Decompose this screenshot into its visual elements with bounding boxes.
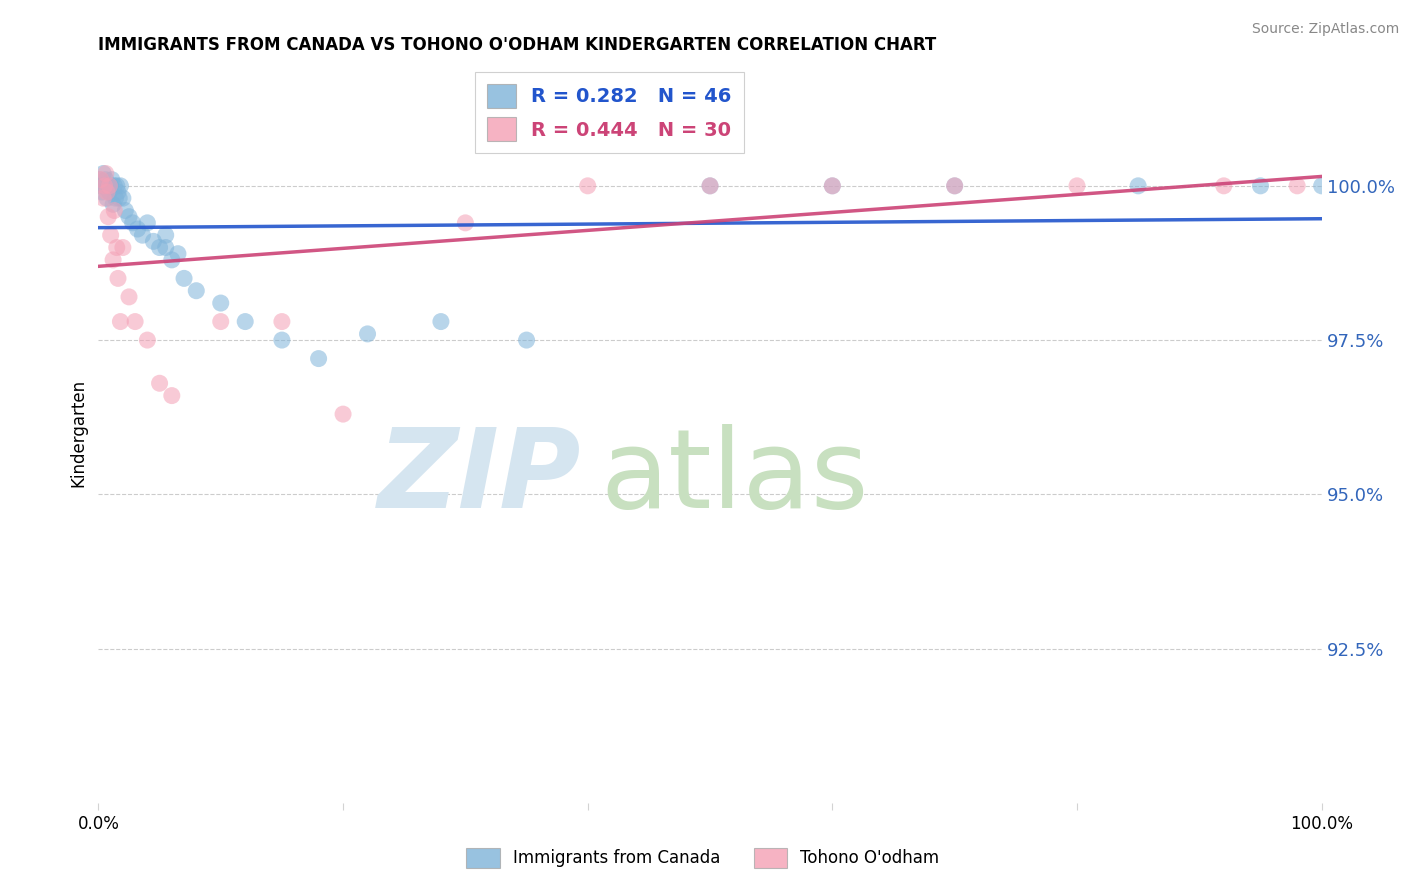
Point <box>699 178 721 193</box>
Point <box>91 167 114 181</box>
Point <box>209 296 232 310</box>
Point <box>127 222 149 236</box>
Point <box>155 228 177 243</box>
Point <box>155 241 177 255</box>
Point <box>1286 178 1309 193</box>
Point <box>308 351 330 366</box>
Point <box>131 228 153 243</box>
Point <box>270 333 294 347</box>
Point <box>91 185 114 199</box>
Point <box>160 389 183 403</box>
Point <box>100 178 122 193</box>
Point <box>1128 178 1150 193</box>
Point <box>943 178 966 193</box>
Point <box>356 326 378 341</box>
Point <box>270 315 294 329</box>
Y-axis label: Kindergarten: Kindergarten <box>69 378 87 487</box>
Point <box>430 315 453 329</box>
Point <box>96 185 118 199</box>
Point <box>118 290 141 304</box>
Point <box>149 376 172 391</box>
Point <box>101 172 124 186</box>
Point <box>1212 178 1234 193</box>
Point <box>699 178 721 193</box>
Text: IMMIGRANTS FROM CANADA VS TOHONO O'ODHAM KINDERGARTEN CORRELATION CHART: IMMIGRANTS FROM CANADA VS TOHONO O'ODHAM… <box>98 36 936 54</box>
Point <box>332 407 354 421</box>
Point <box>209 315 232 329</box>
Point <box>821 178 844 193</box>
Point <box>118 210 141 224</box>
Point <box>93 178 115 193</box>
Point <box>93 178 115 193</box>
Point <box>90 178 112 193</box>
Point <box>104 191 127 205</box>
Point <box>576 178 599 193</box>
Point <box>114 203 136 218</box>
Point <box>111 191 134 205</box>
Point <box>101 197 124 211</box>
Point <box>821 178 844 193</box>
Legend: R = 0.282   N = 46, R = 0.444   N = 30: R = 0.282 N = 46, R = 0.444 N = 30 <box>475 72 744 153</box>
Point <box>233 315 256 329</box>
Point <box>98 178 121 193</box>
Point <box>136 216 159 230</box>
Point <box>97 178 120 193</box>
Point <box>100 228 122 243</box>
Point <box>121 216 143 230</box>
Point <box>91 191 114 205</box>
Point <box>1310 178 1333 193</box>
Text: Source: ZipAtlas.com: Source: ZipAtlas.com <box>1251 22 1399 37</box>
Point <box>108 191 131 205</box>
Point <box>94 172 117 186</box>
Point <box>1249 178 1271 193</box>
Text: ZIP: ZIP <box>378 424 582 531</box>
Text: atlas: atlas <box>600 424 869 531</box>
Point <box>103 178 125 193</box>
Point <box>97 210 120 224</box>
Point <box>186 284 208 298</box>
Point <box>94 167 117 181</box>
Point <box>142 235 165 249</box>
Point <box>105 178 128 193</box>
Point <box>110 178 132 193</box>
Point <box>515 333 537 347</box>
Point <box>136 333 159 347</box>
Point <box>103 203 125 218</box>
Point <box>107 185 129 199</box>
Point <box>101 252 124 267</box>
Point <box>173 271 195 285</box>
Point <box>110 315 132 329</box>
Legend: Immigrants from Canada, Tohono O'odham: Immigrants from Canada, Tohono O'odham <box>460 841 946 875</box>
Point <box>454 216 477 230</box>
Point <box>90 172 112 186</box>
Point <box>943 178 966 193</box>
Point <box>167 246 190 260</box>
Point <box>107 271 129 285</box>
Point <box>111 241 134 255</box>
Point <box>96 191 118 205</box>
Point <box>149 241 172 255</box>
Point <box>160 252 183 267</box>
Point <box>89 172 111 186</box>
Point <box>124 315 146 329</box>
Point <box>1066 178 1088 193</box>
Point <box>105 241 128 255</box>
Point <box>98 185 121 199</box>
